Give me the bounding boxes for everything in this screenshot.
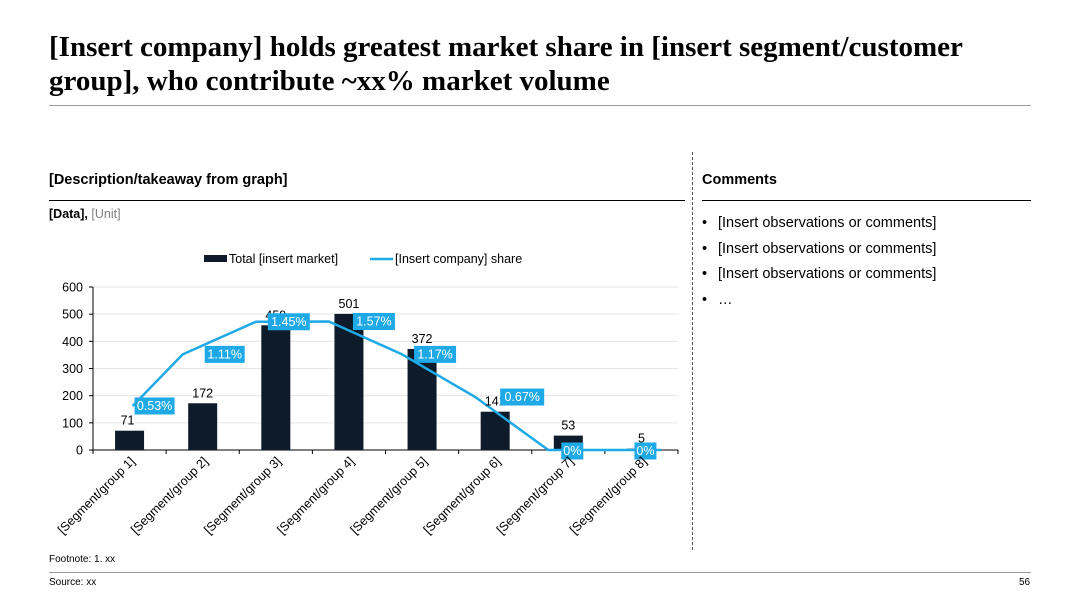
category-label: [Segment/group 8] [567, 454, 650, 537]
y-tick-label: 100 [62, 416, 83, 430]
footnote: Footnote: 1. xx [49, 554, 116, 565]
bar-value-label: 71 [121, 414, 135, 428]
share-label-box [267, 313, 310, 331]
share-label-box [414, 345, 457, 363]
category-label: [Segment/group 1] [55, 454, 138, 537]
y-tick-label: 400 [62, 335, 83, 349]
share-value-label: 0.67% [504, 390, 539, 404]
page-title: [Insert company] holds greatest market s… [49, 31, 963, 97]
comments-list: [Insert observations or comments] [Inser… [702, 213, 936, 315]
bar [188, 403, 218, 450]
category-label: [Segment/group 6] [421, 454, 504, 537]
share-value-label: 0% [563, 444, 581, 458]
column-divider [692, 152, 693, 550]
y-tick-label: 200 [62, 389, 83, 403]
comment-item: [Insert observations or comments] [702, 264, 936, 290]
share-label-box [352, 313, 395, 331]
chart-heading-rule [49, 200, 685, 201]
legend-line-label: [Insert company] share [395, 252, 522, 266]
bar [115, 430, 145, 450]
bar-value-label: 501 [339, 297, 360, 311]
comment-item: [Insert observations or comments] [702, 239, 936, 265]
bar [407, 348, 437, 450]
y-tick-label: 0 [76, 444, 83, 458]
title-divider [49, 105, 1031, 106]
share-value-label: 1.17% [417, 347, 452, 361]
share-label-box [634, 442, 657, 460]
source: Source: xx [49, 577, 97, 588]
chart-heading: [Description/takeaway from graph] [49, 172, 288, 188]
bar-value-label: 53 [561, 419, 575, 433]
bar [334, 313, 364, 450]
category-label: [Segment/group 7] [494, 454, 577, 537]
share-value-label: 1.45% [271, 315, 306, 329]
legend-bar-label: Total [insert market] [229, 252, 338, 266]
share-label-box [204, 345, 245, 363]
comments-heading: Comments [702, 172, 777, 188]
data-label: [Data], [49, 207, 88, 221]
share-label-box [561, 442, 584, 460]
share-value-label: 0% [636, 444, 654, 458]
category-label: [Segment/group 3] [201, 454, 284, 537]
bar-value-label: 172 [192, 386, 213, 400]
bar [261, 325, 291, 450]
y-tick-label: 500 [62, 308, 83, 322]
data-unit-label: [Data], [Unit] [49, 207, 121, 221]
comment-item: … [702, 290, 936, 316]
y-tick-label: 300 [62, 362, 83, 376]
market-share-chart: 0100200300400500600711724595013721415350… [55, 252, 679, 537]
comment-item: [Insert observations or comments] [702, 213, 936, 239]
y-tick-label: 600 [62, 281, 83, 295]
category-label: [Segment/group 2] [128, 454, 211, 537]
legend-bar-swatch [204, 255, 227, 262]
bar-value-label: 5 [638, 432, 645, 446]
share-label-box [500, 388, 545, 406]
comments-heading-rule [702, 200, 1031, 201]
unit-label: [Unit] [87, 207, 121, 221]
share-line [131, 320, 662, 452]
bar-value-label: 372 [412, 332, 433, 346]
category-label: [Segment/group 4] [274, 454, 357, 537]
share-label-box [134, 397, 175, 415]
share-value-label: 1.11% [207, 347, 242, 361]
page-number: 56 [1019, 577, 1031, 588]
share-value-label: 1.57% [356, 315, 391, 329]
footer-rule [49, 572, 1031, 573]
share-value-label: 0.53% [137, 399, 172, 413]
category-label: [Segment/group 5] [348, 454, 431, 537]
